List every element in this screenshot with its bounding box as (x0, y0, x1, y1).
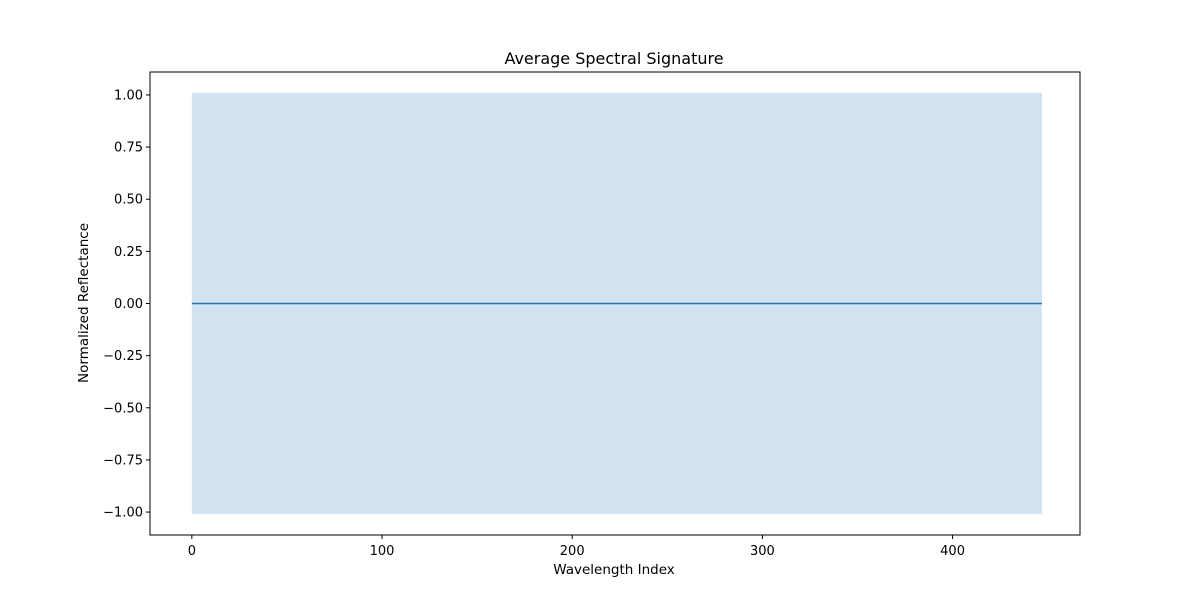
x-tick-label-3: 300 (750, 544, 775, 559)
y-tick-label-8: −1.00 (103, 506, 143, 521)
y-axis: 1.00 0.75 0.50 0.25 0.00 −0.25 −0.50 −0.75 −1.00 (103, 88, 150, 521)
y-tick-label-6: −0.50 (103, 401, 143, 416)
y-tick-label-1: 0.75 (114, 141, 143, 156)
x-tick-label-1: 100 (370, 544, 395, 559)
y-tick-label-7: −0.75 (103, 453, 143, 468)
x-tick-label-4: 400 (940, 544, 965, 559)
y-tick-label-2: 0.50 (114, 193, 143, 208)
y-tick-label-5: −0.25 (103, 349, 143, 364)
y-tick-label-0: 1.00 (114, 88, 143, 103)
x-axis: 0 100 200 300 400 (188, 535, 965, 559)
plot-area (149, 71, 1081, 536)
x-tick-label-0: 0 (188, 544, 196, 559)
x-tick-label-2: 200 (560, 544, 585, 559)
chart-title: Average Spectral Signature (504, 49, 723, 68)
x-axis-label: Wavelength Index (553, 562, 675, 578)
y-axis-label: Normalized Reflectance (76, 223, 92, 383)
y-tick-label-4: 0.00 (114, 297, 143, 312)
y-tick-label-3: 0.25 (114, 245, 143, 260)
